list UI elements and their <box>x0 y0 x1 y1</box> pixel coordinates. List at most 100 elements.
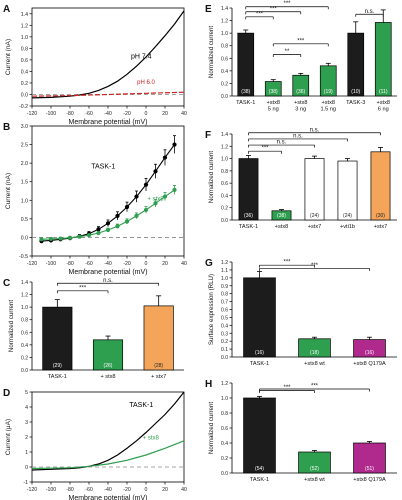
y-tick-label: 3 <box>25 420 28 426</box>
y-tick-label: 0.0 <box>221 471 228 477</box>
x-category-label: +stx8 Q179A <box>353 361 386 367</box>
series-label: TASK-1 <box>91 164 115 171</box>
n-label: (51) <box>365 466 374 472</box>
data-point <box>143 182 149 187</box>
y-tick-label: 0.6 <box>21 330 28 336</box>
n-label: (11) <box>379 89 388 95</box>
n-label: (10) <box>351 89 360 95</box>
data-point <box>67 235 73 240</box>
x-category-label: 1.5 ng <box>320 107 336 113</box>
y-tick-label: 0.0 <box>221 218 228 224</box>
significance-label: *** <box>283 260 291 266</box>
y-tick-label: 0.1 <box>221 347 228 353</box>
y-tick-label: 0.4 <box>21 69 28 75</box>
x-tick-label: -120 <box>27 487 37 493</box>
y-tick-label: 1.4 <box>221 6 228 12</box>
x-tick-label: -20 <box>123 111 131 117</box>
y-tick-label: 0.6 <box>221 56 228 62</box>
significance-label: *** <box>311 384 319 390</box>
n-label: (30) <box>376 213 385 219</box>
y-axis-label: Current (μA) <box>5 419 12 455</box>
x-tick-label: 40 <box>181 261 187 267</box>
n-label: (52) <box>310 466 319 472</box>
panel-A: -0.2 0.0 0.2 0.4 0.6 0.8 1.0 1.2 1.4 -120 -100 -80 -… <box>5 7 187 126</box>
y-tick-label: 0.0 <box>221 94 228 100</box>
n-label: (19) <box>324 89 333 95</box>
x-category-label: +stx8 <box>321 100 335 106</box>
y-tick-label: 0.2 <box>221 206 228 212</box>
panel-E: 0.0 0.2 0.4 0.6 0.8 1.0 1.2 1.4 Normalized curre… <box>208 1 397 113</box>
y-tick-label: 0.9 <box>221 284 228 290</box>
y-tick-label: 0.5 <box>21 217 28 223</box>
series-line <box>31 10 185 99</box>
data-point <box>58 236 63 241</box>
x-category-label: TASK-1 <box>250 361 269 367</box>
x-category-label: TASK-1 <box>48 374 67 380</box>
significance-label: n.s. <box>103 278 113 284</box>
data-point <box>77 234 82 239</box>
bar <box>304 158 325 221</box>
panel-letter: D <box>3 388 10 399</box>
y-tick-label: 1.4 <box>21 280 28 286</box>
y-tick-label: 0 <box>25 465 28 471</box>
y-axis-label: Normalized current <box>208 26 215 79</box>
x-tick-label: -120 <box>27 261 37 267</box>
n-label: (18) <box>310 350 319 356</box>
x-tick-label: -60 <box>85 487 93 493</box>
y-tick-label: 0.0 <box>21 92 28 98</box>
n-label: (24) <box>310 213 319 219</box>
series-label: + stx8 <box>143 435 160 441</box>
y-tick-label: 1.0 <box>221 396 228 402</box>
y-tick-label: 3.0 <box>21 124 28 130</box>
y-tick-label: 0.4 <box>21 343 28 349</box>
data-point <box>124 204 130 210</box>
n-label: (28) <box>154 363 163 369</box>
panel-letter: H <box>205 379 212 390</box>
x-tick-label: 0 <box>145 487 148 493</box>
bar <box>243 277 276 358</box>
y-tick-label: 1.4 <box>21 12 28 18</box>
significance-label: *** <box>297 38 305 44</box>
data-point <box>115 213 120 218</box>
y-tick-label: 0.8 <box>221 169 228 175</box>
y-axis-label: Current (nA) <box>5 173 12 209</box>
x-axis-label: Membrane potential (mV) <box>69 119 148 126</box>
y-tick-label: 0.0 <box>21 368 28 374</box>
y-tick-label: 0.3 <box>221 331 228 337</box>
x-tick-label: -100 <box>46 111 56 117</box>
n-label: (54) <box>255 466 264 472</box>
x-category-label: +stx8 <box>294 100 308 106</box>
panel-letter: C <box>3 278 10 289</box>
series-line <box>31 440 185 470</box>
data-point <box>115 224 120 229</box>
y-tick-label: 1 <box>25 450 28 456</box>
n-label: (16) <box>255 350 264 356</box>
y-tick-label: 0.7 <box>221 300 228 306</box>
bar <box>243 397 276 474</box>
n-label: (26) <box>104 363 113 369</box>
data-point <box>162 155 168 160</box>
data-point <box>172 142 177 147</box>
x-tick-label: 0 <box>145 261 148 267</box>
plot-frame <box>31 125 185 257</box>
bar <box>353 442 386 474</box>
y-tick-label: 0.5 <box>221 315 228 321</box>
plot-frame <box>31 7 185 107</box>
data-point <box>153 169 158 174</box>
panel-G: 0.0 0.1 0.2 0.3 0.4 0.50.6 0.7 0.8 0.9 1.0 1.1 1.2 S… <box>208 260 397 367</box>
series-label: TASK-1 <box>129 402 153 409</box>
bar <box>374 22 392 97</box>
significance-label: *** <box>311 263 319 269</box>
y-tick-label: 1.2 <box>21 293 28 299</box>
y-tick-label: 2 <box>25 435 28 441</box>
bar <box>42 306 73 371</box>
x-tick-label: 40 <box>181 111 187 117</box>
x-category-label: + stx8 <box>100 374 115 380</box>
x-category-label: +stx8 <box>266 100 280 106</box>
series-line <box>31 391 185 471</box>
n-label: (24) <box>343 213 352 219</box>
n-label: (29) <box>53 363 62 369</box>
y-tick-label: 0.4 <box>221 441 228 447</box>
x-category-label: +stx8 Q179A <box>353 477 386 483</box>
y-tick-label: 1.0 <box>221 31 228 37</box>
